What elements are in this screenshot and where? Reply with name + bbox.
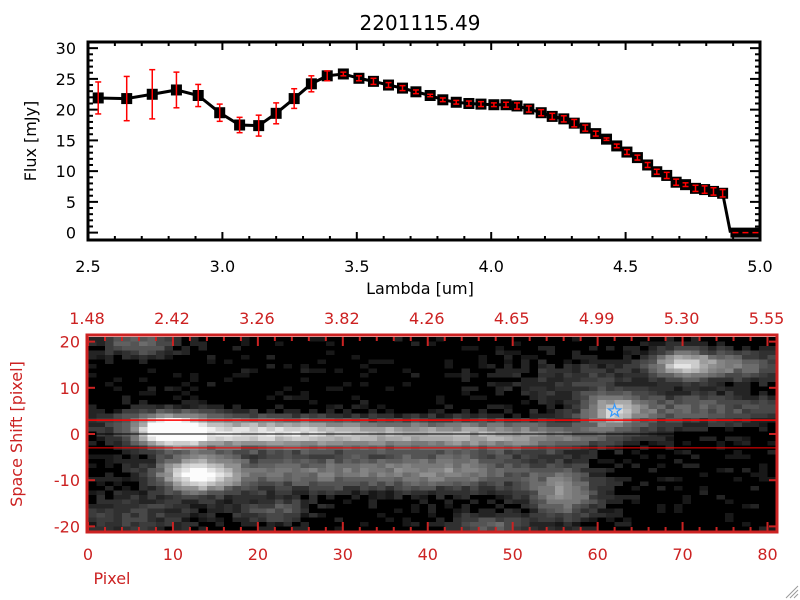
top-wavelength-label: 4.26 <box>409 309 445 328</box>
top-wavelength-label: 3.26 <box>239 309 275 328</box>
x-tick-label: 60 <box>587 545 607 564</box>
x-tick-label: 50 <box>503 545 523 564</box>
y-tick-label: 10 <box>56 162 76 181</box>
x-tick-label: 30 <box>333 545 353 564</box>
top-wavelength-label: 1.48 <box>69 309 105 328</box>
y-tick-label: 0 <box>70 425 80 444</box>
x-axis-label: Lambda [um] <box>366 279 474 298</box>
top-wavelength-label: 5.30 <box>664 309 700 328</box>
x-tick-label: 0 <box>83 545 93 564</box>
x-tick-label: 4.5 <box>613 257 638 276</box>
x-tick-label: 3.0 <box>210 257 235 276</box>
x-tick-label: 2.5 <box>75 257 100 276</box>
resize-grip[interactable] <box>785 585 799 599</box>
x-tick-label: 40 <box>418 545 438 564</box>
x-tick-label: 20 <box>248 545 268 564</box>
x-tick-label: 10 <box>163 545 183 564</box>
y-tick-label: 5 <box>66 193 76 212</box>
chart-title: 2201115.49 <box>360 11 481 35</box>
y-tick-label: 30 <box>56 39 76 58</box>
image-x-axis-label: Pixel <box>93 569 130 588</box>
x-tick-label: 5.0 <box>747 257 772 276</box>
top-wavelength-label: 5.55 <box>749 309 785 328</box>
top-wavelength-label: 2.42 <box>154 309 190 328</box>
source-star-icon <box>606 402 623 418</box>
y-tick-label: 0 <box>66 224 76 243</box>
y-tick-label: -10 <box>54 471 80 490</box>
y-tick-label: -20 <box>54 517 80 536</box>
x-tick-label: 70 <box>672 545 692 564</box>
top-wavelength-label: 4.99 <box>579 309 615 328</box>
image-frame <box>85 333 779 534</box>
y-tick-label: 25 <box>56 70 76 89</box>
spectrum-series <box>92 68 760 238</box>
x-tick-label: 80 <box>757 545 777 564</box>
x-tick-label: 3.5 <box>344 257 369 276</box>
top-wavelength-label: 3.82 <box>324 309 360 328</box>
y-tick-label: 10 <box>60 379 80 398</box>
y-tick-label: 15 <box>56 131 76 150</box>
y-tick-label: 20 <box>56 101 76 120</box>
top-wavelength-label: 4.65 <box>494 309 530 328</box>
spectrum-axes: 2.5 3.0 3.5 4.0 4.5 5.0 0 5 10 15 20 25 30 <box>56 39 773 276</box>
y-tick-label: 20 <box>60 333 80 352</box>
image-y-axis-label: Space Shift [pixel] <box>7 361 26 507</box>
x-tick-label: 4.0 <box>478 257 503 276</box>
y-axis-label: Flux [mJy] <box>21 101 40 182</box>
